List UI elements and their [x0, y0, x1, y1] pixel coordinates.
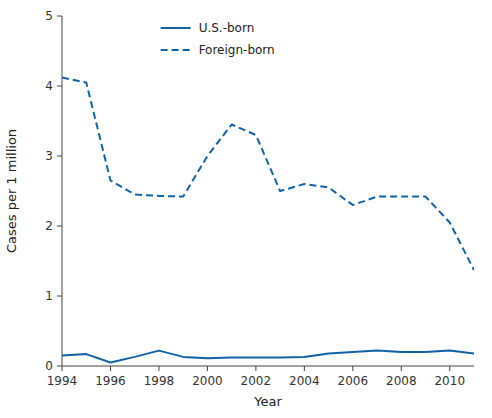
- plot-area: [62, 78, 474, 363]
- legend-label: U.S.-born: [199, 21, 255, 35]
- x-axis-label: Year: [253, 394, 282, 409]
- y-tick-label: 0: [45, 359, 53, 373]
- y-axis-label: Cases per 1 million: [4, 129, 19, 253]
- legend-swatch: [161, 27, 191, 29]
- series-line: [62, 78, 474, 271]
- x-tick: [158, 366, 159, 371]
- legend: U.S.-born Foreign-born: [161, 21, 275, 57]
- x-tick: [255, 366, 256, 371]
- y-tick-label: 4: [45, 79, 53, 93]
- y-tick-label: 1: [45, 289, 53, 303]
- x-tick: [207, 366, 208, 371]
- y-tick: [57, 296, 62, 297]
- y-tick-label: 3: [45, 149, 53, 163]
- x-tick: [449, 366, 450, 371]
- x-tick-label: 1994: [47, 374, 78, 388]
- chart: 1994 1996 1998 2000 2002 2004 2006 2008 2010 0 1 2 3…: [0, 0, 492, 418]
- x-tick-label: 2010: [434, 374, 465, 388]
- x-axis-line: [62, 366, 474, 367]
- x-tick: [352, 366, 353, 371]
- y-axis-line: [62, 16, 63, 366]
- x-tick-label: 2008: [386, 374, 417, 388]
- y-tick-label: 5: [45, 9, 53, 23]
- legend-swatch: [161, 49, 191, 51]
- y-tick: [57, 226, 62, 227]
- y-tick: [57, 16, 62, 17]
- x-tick: [62, 366, 63, 371]
- x-tick: [304, 366, 305, 371]
- x-axis: 1994 1996 1998 2000 2002 2004 2006 2008 2010: [47, 366, 465, 388]
- x-tick-label: 1998: [144, 374, 175, 388]
- x-tick-label: 2004: [289, 374, 320, 388]
- x-tick-label: 1996: [95, 374, 126, 388]
- x-tick: [401, 366, 402, 371]
- x-tick-label: 2000: [192, 374, 223, 388]
- x-tick-label: 2002: [241, 374, 272, 388]
- y-tick: [57, 156, 62, 157]
- series-line: [62, 351, 474, 363]
- legend-label: Foreign-born: [199, 43, 275, 57]
- y-tick: [57, 366, 62, 367]
- y-tick: [57, 86, 62, 87]
- y-axis: 0 1 2 3 4 5: [45, 9, 62, 373]
- x-tick: [110, 366, 111, 371]
- y-tick-label: 2: [45, 219, 53, 233]
- x-tick-label: 2006: [338, 374, 369, 388]
